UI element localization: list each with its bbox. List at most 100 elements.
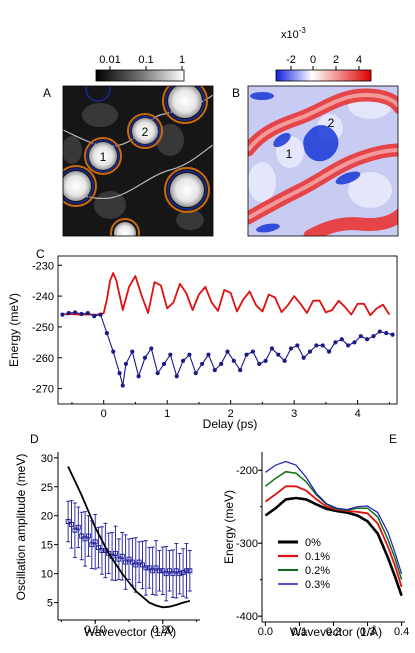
panel-c-point <box>244 352 249 357</box>
panel-c-point <box>314 343 319 348</box>
panel-c-point <box>333 340 338 345</box>
panel-d-axes: 0.10 0.20 30 25 20 15 10 5 <box>41 452 200 636</box>
panel-c-ylabel: Energy (meV) <box>7 293 21 367</box>
panel-d-point <box>106 550 112 556</box>
panel-e-legend-label: 0.2% <box>305 565 330 577</box>
panel-c-point <box>85 310 90 316</box>
panel-d-point <box>85 533 91 539</box>
panel-c-point <box>250 349 255 354</box>
panel-b-site-2: 2 <box>328 116 335 130</box>
panel-c-series-blue <box>62 311 393 386</box>
panel-c-point <box>120 383 125 388</box>
panel-c-point <box>98 312 103 317</box>
panel-c-point <box>168 352 173 357</box>
panel-c-point <box>238 367 243 373</box>
panel-c-point <box>174 374 179 379</box>
panel-c-axes: 0 1 2 3 4 -230 -240 -250 -260 -270 <box>32 260 390 420</box>
panel-e: E 0.0 0.1 0.2 0.3 0.4 -200 -300 -400 0% 0.1% 0.2%… <box>222 432 409 639</box>
panel-d-ytick: 30 <box>41 453 53 465</box>
panel-c-point <box>187 352 192 357</box>
panel-d-point <box>75 524 81 530</box>
panel-c-point <box>371 334 376 339</box>
panel-e-plot <box>264 460 403 597</box>
panel-d-point <box>167 568 173 574</box>
panel-d-xlabel: Wavevector (1/Å) <box>84 624 176 639</box>
panel-d-xtick: 0.10 <box>84 624 105 636</box>
panel-b-cbar-tick-1: -2 <box>286 54 296 66</box>
panel-d-point <box>123 559 129 565</box>
panel-c-point <box>66 310 71 316</box>
panel-e-xtick: 0.3 <box>360 626 375 638</box>
panel-b-letter: B <box>232 86 240 100</box>
panel-e-series-2 <box>264 470 403 580</box>
panel-c: C 0 1 2 3 4 -230 -240 -250 -260 -270 Delay (ps) E… <box>7 247 398 431</box>
panel-b: B x10-3 -2 0 2 4 <box>232 26 399 237</box>
panel-c-point <box>111 349 116 354</box>
panel-e-xlabel: Wavevector (1/Å) <box>290 624 382 639</box>
panel-d-ytick: 20 <box>41 511 53 523</box>
panel-c-point <box>136 374 141 379</box>
panel-e-legend-label: 0.1% <box>305 551 330 563</box>
panel-e-axes: 0.0 0.1 0.2 0.3 0.4 -200 -300 -400 <box>236 452 409 638</box>
panel-d-theory-line <box>67 466 191 609</box>
panel-e-xtick: 0.1 <box>292 626 307 638</box>
panel-c-point <box>212 367 217 373</box>
panel-c-point <box>377 329 382 334</box>
panel-e-xtick: 0.0 <box>258 626 273 638</box>
panel-d-letter: D <box>30 432 39 446</box>
panel-e-series-1 <box>264 485 403 588</box>
panel-b-cbar-tick-2: 0 <box>310 54 316 66</box>
panel-c-point <box>307 349 313 354</box>
panel-c-point <box>219 361 224 367</box>
panel-c-point <box>269 346 275 351</box>
panel-c-point <box>346 343 351 348</box>
panel-d-point <box>69 521 74 527</box>
panel-c-point <box>339 337 344 342</box>
panel-b-colorbar <box>275 69 372 82</box>
panel-c-point <box>384 330 389 336</box>
panel-c-point <box>390 332 395 337</box>
panel-d-point <box>177 571 183 577</box>
panel-a-cbar-tick-2: 0.1 <box>138 54 153 66</box>
panel-d-point <box>150 568 156 574</box>
panel-e-ylabel: Energy (meV) <box>222 490 236 564</box>
panel-d-ytick: 25 <box>41 482 53 494</box>
panel-e-legend-label: 0% <box>305 537 321 549</box>
panel-d-point <box>136 559 142 565</box>
panel-c-point <box>231 358 236 363</box>
panel-c-xtick: 2 <box>228 408 234 420</box>
panel-d-points-link <box>67 521 190 575</box>
panel-b-map <box>248 86 398 236</box>
panel-c-point <box>225 349 230 354</box>
panel-c-point <box>288 346 294 351</box>
panel-c-point <box>352 340 357 345</box>
panel-c-point <box>257 361 262 367</box>
panel-d-point <box>163 571 169 577</box>
panel-d-point <box>65 519 71 524</box>
panel-c-point <box>180 358 186 363</box>
panel-d-point <box>126 556 132 562</box>
panel-e-ytick: -200 <box>236 465 258 477</box>
panel-d-point <box>133 562 139 568</box>
panel-c-point <box>263 358 268 363</box>
panel-c-point <box>79 311 84 317</box>
panel-c-point <box>142 355 148 360</box>
panel-c-ytick: -260 <box>32 353 54 365</box>
panel-c-point <box>206 352 211 357</box>
panel-c-point <box>117 371 122 376</box>
panel-d-point <box>92 539 98 545</box>
panel-d-point <box>153 565 159 571</box>
panel-c-point <box>161 361 167 367</box>
panel-c-point <box>130 349 135 354</box>
panel-d: D 0.10 0.20 30 25 20 15 10 5 Wavevector (1/Å) O… <box>14 432 200 639</box>
panel-d-ytick: 10 <box>41 569 53 581</box>
panel-e-series-3 <box>265 460 403 574</box>
panel-d-ytick: 5 <box>47 598 53 610</box>
panel-d-point <box>119 553 125 559</box>
panel-c-xtick: 3 <box>291 408 297 420</box>
panel-a-cbar-tick-1: 0.01 <box>99 54 120 66</box>
panel-c-point <box>301 355 306 360</box>
panel-d-ytick: 15 <box>41 540 53 552</box>
panel-d-point <box>129 559 135 565</box>
